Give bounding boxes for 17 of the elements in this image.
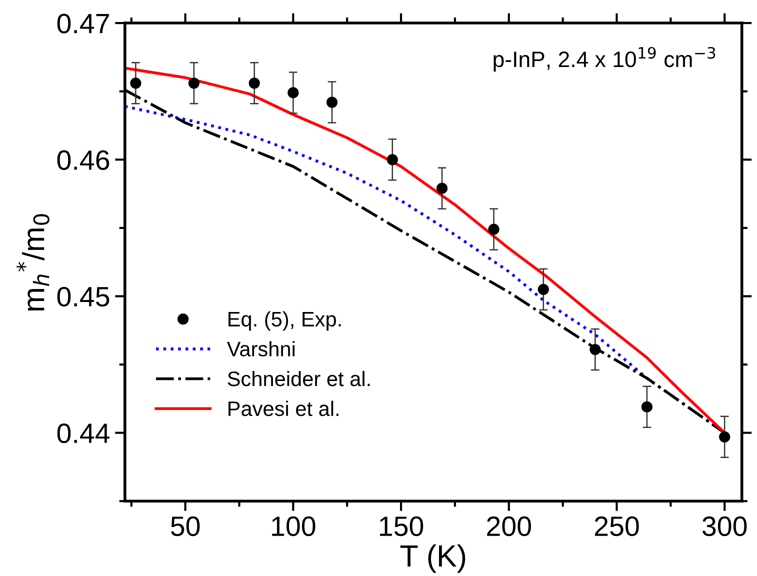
y-tick-label: 0.45 <box>57 286 110 307</box>
x-tick-label: 100 <box>272 516 316 536</box>
y-tick-label: 0.44 <box>57 423 110 444</box>
x-tick-label: 200 <box>487 516 531 536</box>
legend-label: Eq. (5), Exp. <box>228 311 341 331</box>
legend-label: Pavesi et al. <box>228 400 338 416</box>
x-axis-title: T (K) <box>400 544 466 573</box>
x-tick-label: 50 <box>170 516 200 536</box>
legend-label: Schneider et al. <box>228 370 370 386</box>
y-tick-label: 0.47 <box>57 14 109 34</box>
y-tick-label: 0.46 <box>57 150 110 170</box>
x-tick-label: 300 <box>702 516 747 536</box>
x-tick-label: 250 <box>594 516 639 536</box>
y-axis-title: m$_{h}$$^{*}$/m$_{0}$ <box>16 214 50 310</box>
legend-label: Varshni <box>226 341 295 356</box>
annotation: p-InP, 2.4 x 10$^{19}$ cm$^{−3}$ <box>494 46 716 72</box>
x-tick-label: 150 <box>380 516 424 536</box>
